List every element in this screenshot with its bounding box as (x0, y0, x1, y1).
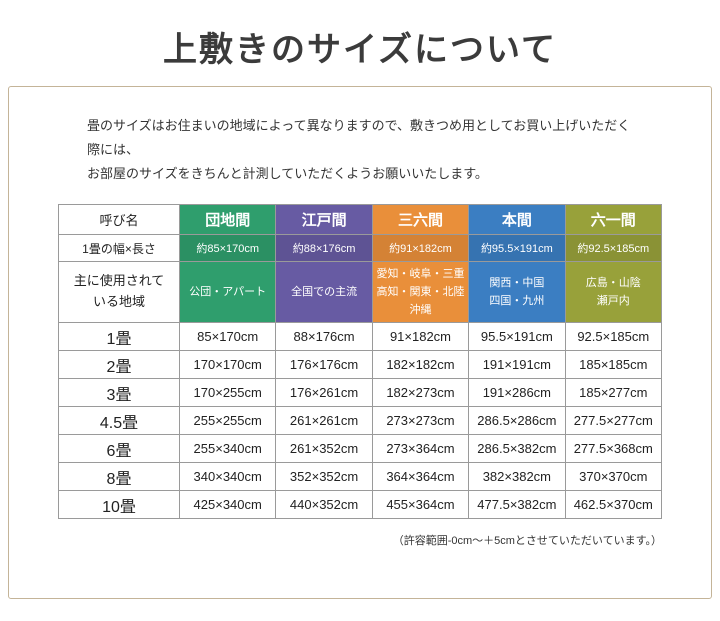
data-cell: 364×364cm (371, 462, 470, 492)
row-label: 10畳 (58, 490, 180, 520)
data-cell: 92.5×185cm (564, 322, 663, 352)
column-header-rokuichima: 六一間 (564, 204, 663, 236)
corner-header: 呼び名 (58, 204, 180, 236)
table-header-row: 呼び名 団地間 江戸間 三六間 本間 六一間 (58, 204, 663, 236)
intro-text: 畳のサイズはお住まいの地域によって異なりますので、敷きつめ用としてお買い上げいた… (87, 118, 631, 182)
data-cell: 261×352cm (275, 434, 373, 464)
data-cell: 176×176cm (275, 350, 373, 380)
data-cell: 91×182cm (371, 322, 470, 352)
size-cell: 約88×176cm (275, 234, 373, 263)
column-header-sanrokuma: 三六間 (371, 204, 470, 236)
row-label: 8畳 (58, 462, 180, 492)
data-cell: 286.5×382cm (468, 434, 566, 464)
data-cell: 255×255cm (178, 406, 277, 436)
data-cell: 340×340cm (178, 462, 277, 492)
page-title: 上敷きのサイズについて (163, 32, 557, 69)
data-cell: 95.5×191cm (468, 322, 566, 352)
region-cell: 関西・中国 四国・九州 (468, 261, 566, 324)
data-cell: 88×176cm (275, 322, 373, 352)
data-cell: 370×370cm (564, 462, 663, 492)
table-row: 3畳 170×255cm 176×261cm 182×273cm 191×286… (58, 378, 663, 408)
table-row: 4.5畳 255×255cm 261×261cm 273×273cm 286.5… (58, 406, 663, 436)
table-row: 6畳 255×340cm 261×352cm 273×364cm 286.5×3… (58, 434, 663, 464)
tatami-size-table: 呼び名 団地間 江戸間 三六間 本間 六一間 1畳の幅×長さ 約85×170cm… (58, 204, 663, 520)
row-label: 6畳 (58, 434, 180, 464)
data-cell: 382×382cm (468, 462, 566, 492)
region-cell: 広島・山陰 瀬戸内 (564, 261, 663, 324)
data-cell: 191×286cm (468, 378, 566, 408)
data-cell: 477.5×382cm (468, 490, 566, 520)
data-cell: 277.5×277cm (564, 406, 663, 436)
data-cell: 286.5×286cm (468, 406, 566, 436)
data-cell: 440×352cm (275, 490, 373, 520)
region-cell: 愛知・岐阜・三重 高知・関東・北陸 沖縄 (371, 261, 470, 324)
region-cell: 全国での主流 (275, 261, 373, 324)
column-header-edoma: 江戸間 (275, 204, 373, 236)
content-panel: 畳のサイズはお住まいの地域によって異なりますので、敷きつめ用としてお買い上げいた… (8, 86, 712, 599)
region-row: 主に使用されて いる地域 公団・アパート 全国での主流 愛知・岐阜・三重 高知・… (58, 261, 663, 324)
size-cell: 約92.5×185cm (564, 234, 663, 263)
row-label-region: 主に使用されて いる地域 (58, 261, 180, 324)
size-cell: 約95.5×191cm (468, 234, 566, 263)
data-cell: 462.5×370cm (564, 490, 663, 520)
table-row: 10畳 425×340cm 440×352cm 455×364cm 477.5×… (58, 490, 663, 520)
data-cell: 176×261cm (275, 378, 373, 408)
data-cell: 182×273cm (371, 378, 470, 408)
table-row: 2畳 170×170cm 176×176cm 182×182cm 191×191… (58, 350, 663, 380)
row-label: 4.5畳 (58, 406, 180, 436)
mat-size-row: 1畳の幅×長さ 約85×170cm 約88×176cm 約91×182cm 約9… (58, 234, 663, 263)
data-cell: 277.5×368cm (564, 434, 663, 464)
column-header-danchima: 団地間 (178, 204, 277, 236)
data-cell: 185×185cm (564, 350, 663, 380)
table-row: 1畳 85×170cm 88×176cm 91×182cm 95.5×191cm… (58, 322, 663, 352)
row-label-mat-size: 1畳の幅×長さ (58, 234, 180, 263)
row-label: 1畳 (58, 322, 180, 352)
row-label: 2畳 (58, 350, 180, 380)
region-cell: 公団・アパート (178, 261, 277, 324)
data-cell: 255×340cm (178, 434, 277, 464)
data-cell: 170×170cm (178, 350, 277, 380)
row-label: 3畳 (58, 378, 180, 408)
footnote-area: （許容範囲-0cm～＋5cmとさせていただいています。） (58, 532, 662, 548)
data-cell: 182×182cm (371, 350, 470, 380)
data-cell: 191×191cm (468, 350, 566, 380)
data-cell: 455×364cm (371, 490, 470, 520)
table-row: 8畳 340×340cm 352×352cm 364×364cm 382×382… (58, 462, 663, 492)
column-header-honma: 本間 (468, 204, 566, 236)
data-cell: 352×352cm (275, 462, 373, 492)
data-cell: 261×261cm (275, 406, 373, 436)
size-cell: 約85×170cm (178, 234, 277, 263)
data-cell: 273×364cm (371, 434, 470, 464)
data-cell: 170×255cm (178, 378, 277, 408)
data-cell: 185×277cm (564, 378, 663, 408)
tolerance-note: （許容範囲-0cm～＋5cmとさせていただいています。） (392, 535, 662, 548)
data-cell: 425×340cm (178, 490, 277, 520)
data-cell: 273×273cm (371, 406, 470, 436)
size-cell: 約91×182cm (371, 234, 470, 263)
data-cell: 85×170cm (178, 322, 277, 352)
